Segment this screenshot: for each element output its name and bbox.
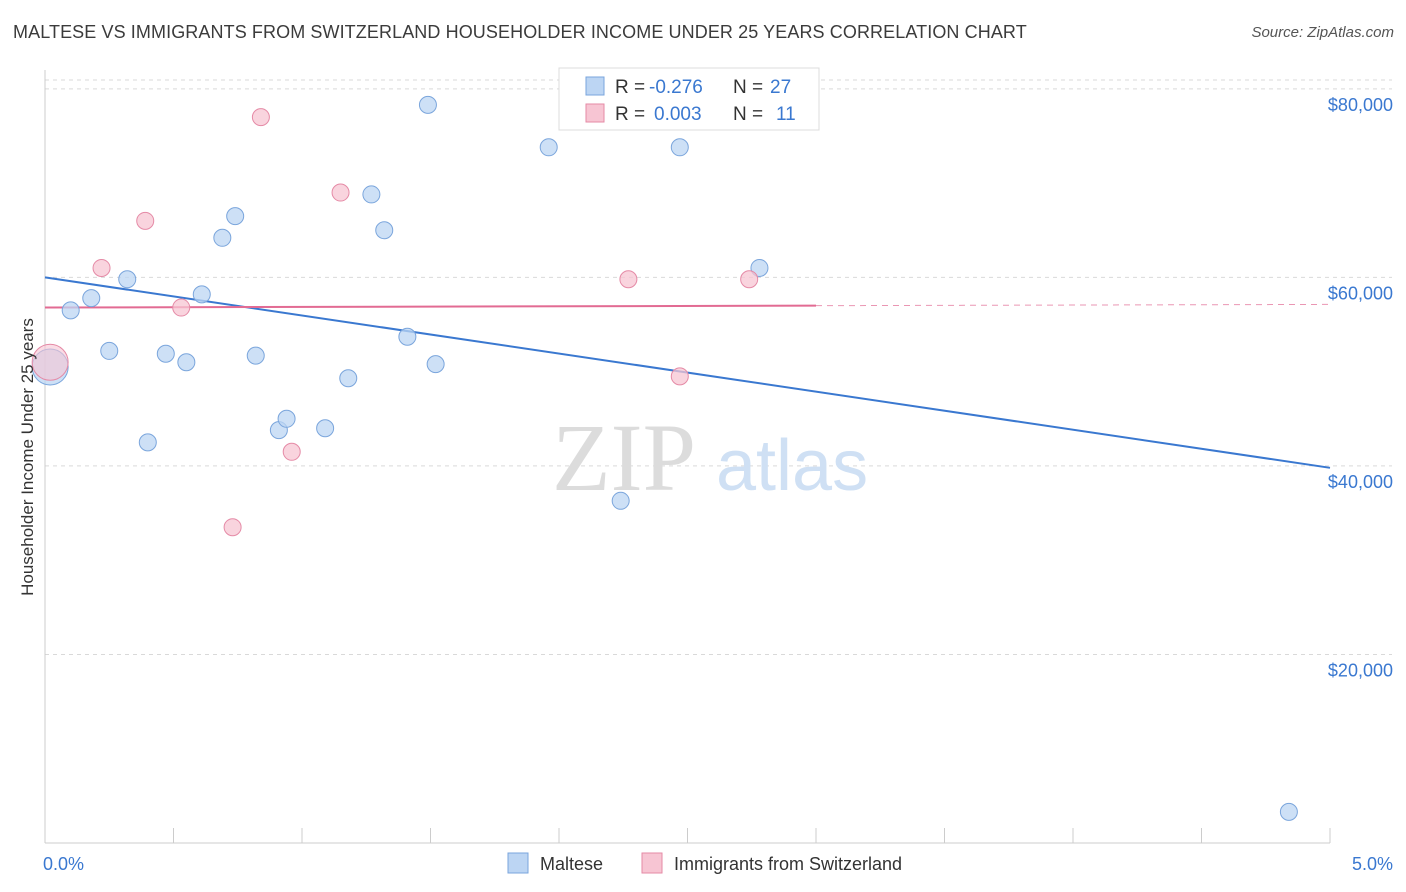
point-0-1 xyxy=(61,301,80,320)
point-1-10 xyxy=(740,270,759,289)
y-tick-label-2: $60,000 xyxy=(1328,283,1393,303)
stats-n-label-maltese: N = xyxy=(733,77,763,98)
point-0-6 xyxy=(156,344,175,363)
stats-n-label-switzerland: N = xyxy=(733,104,763,125)
point-0-18 xyxy=(398,327,417,346)
watermark-atlas: atlas xyxy=(716,426,868,506)
y-tick-labels: $20,000 $40,000 $60,000 $80,000 xyxy=(1328,95,1393,681)
point-0-26 xyxy=(1279,802,1298,821)
stats-r-value-switzerland: 0.003 xyxy=(654,104,702,125)
point-0-20 xyxy=(426,355,445,374)
point-0-15 xyxy=(339,369,358,388)
grid-lines xyxy=(45,79,1392,655)
series-legend: Maltese Immigrants from Switzerland xyxy=(507,852,902,874)
point-1-8 xyxy=(619,270,638,289)
point-0-5 xyxy=(138,433,157,452)
y-tick-label-0: $20,000 xyxy=(1328,660,1393,680)
point-0-11 xyxy=(246,346,265,365)
legend-swatch-switzerland xyxy=(641,852,663,874)
trend-line-1 xyxy=(44,304,817,309)
point-0-14 xyxy=(316,419,335,438)
point-0-4 xyxy=(118,270,137,289)
stats-r-value-maltese: -0.276 xyxy=(649,77,703,98)
point-0-21 xyxy=(539,138,558,157)
point-0-3 xyxy=(100,341,119,360)
point-0-9 xyxy=(213,228,232,247)
watermark: ZIP atlas xyxy=(552,404,868,511)
point-0-25 xyxy=(750,258,769,277)
x-tick-label-0: 0.0% xyxy=(43,854,84,874)
point-0-22 xyxy=(611,491,630,510)
y-tick-label-3: $80,000 xyxy=(1328,95,1393,115)
point-0-17 xyxy=(375,221,394,240)
point-0-7 xyxy=(177,353,196,372)
legend-label-switzerland: Immigrants from Switzerland xyxy=(674,854,902,874)
x-tick-labels: 0.0% 5.0% xyxy=(43,854,1393,874)
point-0-24 xyxy=(670,138,689,157)
point-0-13 xyxy=(277,409,296,428)
point-1-9 xyxy=(670,367,689,386)
stats-r-label-switzerland: R = xyxy=(615,104,645,125)
stats-r-label-maltese: R = xyxy=(615,77,645,98)
data-points xyxy=(31,95,1298,821)
point-1-7 xyxy=(223,518,242,537)
point-0-10 xyxy=(226,207,245,226)
legend-label-maltese: Maltese xyxy=(540,854,603,874)
point-0-8 xyxy=(192,285,211,304)
point-0-19 xyxy=(418,95,437,114)
point-0-16 xyxy=(362,185,381,204)
trend-extension-1 xyxy=(815,303,1331,307)
source-label: Source: ZipAtlas.com xyxy=(1251,24,1394,41)
axes xyxy=(44,70,1331,844)
y-axis-label: Householder Income Under 25 years xyxy=(18,318,37,596)
point-1-3 xyxy=(172,298,191,317)
stats-swatch-switzerland xyxy=(585,103,605,123)
y-tick-label-1: $40,000 xyxy=(1328,472,1393,492)
chart-title: MALTESE VS IMMIGRANTS FROM SWITZERLAND H… xyxy=(13,22,1027,42)
stats-n-value-switzerland: 11 xyxy=(776,104,796,125)
point-1-6 xyxy=(331,183,350,202)
legend-swatch-maltese xyxy=(507,852,529,874)
x-tick-label-1: 5.0% xyxy=(1352,854,1393,874)
point-1-5 xyxy=(282,442,301,461)
stats-n-value-maltese: 27 xyxy=(770,77,791,98)
point-0-2 xyxy=(82,289,101,308)
point-1-2 xyxy=(136,211,155,230)
point-1-1 xyxy=(92,258,111,277)
stats-swatch-maltese xyxy=(585,76,605,96)
point-1-0 xyxy=(31,343,69,381)
point-1-4 xyxy=(251,108,270,127)
stats-legend: R = -0.276 N = 27 R = 0.003 N = 11 xyxy=(558,67,820,131)
